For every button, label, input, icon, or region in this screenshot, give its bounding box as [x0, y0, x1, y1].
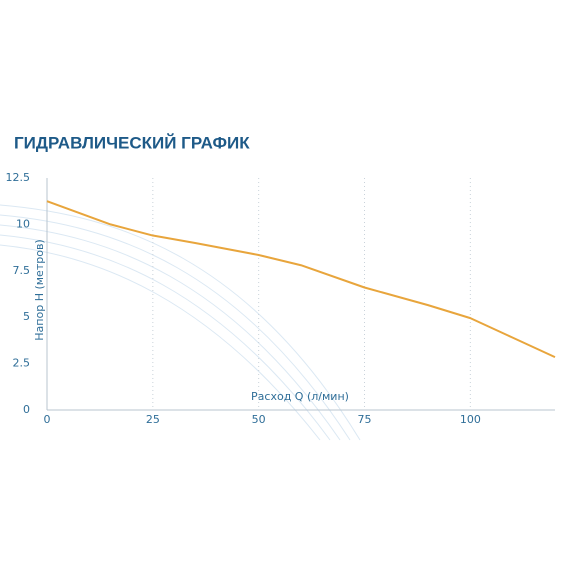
series-line	[46, 200, 556, 359]
x-tick-label: 0	[44, 413, 51, 426]
x-tick-label: 75	[358, 413, 372, 426]
decoration	[0, 204, 361, 441]
y-tick-label: 0	[23, 403, 30, 416]
y-tick-label: 10	[16, 217, 30, 230]
chart-title: ГИДРАВЛИЧЕСКИЙ ГРАФИК	[14, 133, 250, 152]
x-axis-label: Расход Q (л/мин)	[251, 390, 349, 403]
y-axis-label: Напор H (метров)	[33, 239, 46, 340]
x-tick-label: 100	[460, 413, 481, 426]
y-tick-label: 7.5	[13, 264, 31, 277]
y-tick-label: 12.5	[6, 171, 31, 184]
y-tick-label: 5	[23, 310, 30, 323]
y-tick-label: 2.5	[13, 357, 31, 370]
x-tick-label: 50	[252, 413, 266, 426]
x-tick-label: 25	[146, 413, 160, 426]
